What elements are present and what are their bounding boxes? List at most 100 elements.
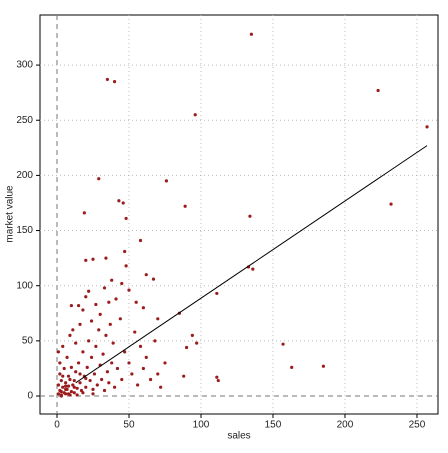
point (130, 372, 134, 376)
point (64, 381, 68, 385)
point (69, 390, 73, 394)
point (97, 328, 101, 332)
point (104, 256, 108, 260)
x-tick-label: 50 (123, 420, 135, 431)
point (72, 378, 76, 383)
x-tick-label: 150 (265, 420, 282, 431)
point (58, 372, 62, 376)
point (107, 381, 111, 385)
point (61, 385, 65, 389)
point (75, 386, 79, 390)
point (82, 211, 86, 215)
point (376, 88, 380, 93)
point (148, 377, 153, 382)
point (100, 377, 104, 382)
point (94, 302, 98, 307)
point (81, 308, 85, 312)
y-tick-label: 250 (16, 115, 33, 126)
point (105, 370, 109, 374)
point (97, 177, 101, 181)
point (153, 339, 157, 343)
point (89, 319, 94, 323)
point (81, 350, 85, 354)
point (251, 267, 255, 271)
x-tick-label: 200 (337, 420, 354, 431)
point (78, 381, 82, 385)
point (215, 375, 219, 379)
y-tick-label: 100 (16, 280, 33, 291)
fit-line (75, 145, 428, 384)
point (102, 388, 107, 393)
point (321, 364, 325, 368)
point (72, 391, 76, 395)
point (64, 392, 68, 396)
point (193, 113, 197, 117)
point (102, 286, 107, 290)
point (141, 366, 145, 371)
point (120, 281, 124, 286)
point (141, 306, 145, 310)
plot-frame (39, 14, 439, 415)
point (107, 300, 111, 304)
point (183, 204, 187, 208)
point (195, 341, 199, 345)
y-tick-label: 150 (16, 225, 33, 236)
point (81, 391, 85, 395)
point (98, 312, 102, 316)
point (111, 341, 115, 345)
point (91, 392, 95, 396)
point (248, 214, 252, 218)
point (117, 199, 121, 203)
point (127, 288, 131, 292)
point (118, 317, 122, 321)
y-tick-label: 200 (16, 170, 33, 181)
y-tick-label: 50 (22, 336, 34, 347)
point (215, 291, 219, 296)
point (78, 372, 82, 376)
point (144, 273, 148, 277)
point (216, 378, 220, 383)
point (156, 372, 160, 376)
point (75, 393, 79, 397)
point (159, 385, 163, 389)
point (64, 387, 68, 392)
point (59, 394, 63, 398)
point (84, 258, 88, 262)
point (101, 352, 105, 356)
x-tick-label: 100 (193, 420, 210, 431)
point (123, 350, 127, 354)
point (114, 297, 118, 301)
point (64, 384, 68, 388)
point (108, 322, 112, 326)
point (182, 374, 186, 378)
point (138, 238, 143, 243)
point (138, 344, 143, 348)
point (74, 341, 78, 345)
point (123, 249, 127, 254)
point (88, 378, 92, 383)
point (56, 383, 61, 387)
point (68, 333, 72, 337)
point (68, 393, 72, 397)
point (59, 390, 63, 394)
point (94, 344, 98, 348)
y-tick-label: 300 (16, 60, 33, 71)
point (110, 278, 114, 282)
point (425, 125, 429, 129)
point (389, 202, 393, 206)
point (66, 374, 71, 378)
x-axis-label: sales (227, 431, 250, 442)
x-tick-label: 0 (54, 420, 60, 431)
point (120, 377, 124, 382)
x-tick-label: 250 (409, 420, 426, 431)
point (87, 289, 91, 293)
point (164, 179, 169, 183)
point (68, 377, 72, 382)
point (89, 355, 94, 360)
point (58, 361, 62, 365)
point (290, 365, 294, 369)
point (74, 370, 78, 374)
point (190, 333, 194, 337)
point (151, 277, 156, 281)
point (110, 361, 114, 365)
